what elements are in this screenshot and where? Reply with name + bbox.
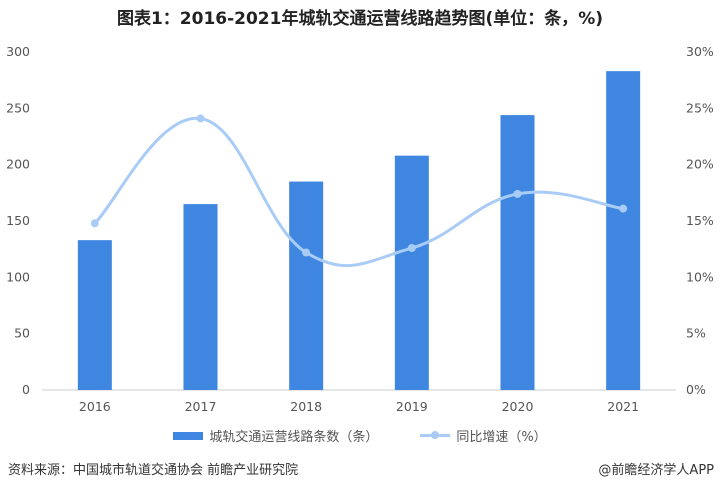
x-axis-tick: 2016 <box>79 399 111 414</box>
left-axis-tick: 0 <box>22 382 30 397</box>
right-axis-tick: 10% <box>686 269 714 284</box>
credit: @前瞻经济学人APP <box>598 463 714 478</box>
x-axis-tick: 2021 <box>607 399 639 414</box>
x-axis-tick: 2019 <box>396 399 428 414</box>
bar <box>289 181 324 390</box>
growth-point <box>196 114 205 123</box>
left-axis-tick: 200 <box>6 157 30 172</box>
growth-point <box>302 248 311 257</box>
bar <box>183 204 218 390</box>
legend-label-line: 同比增速（%） <box>456 430 547 445</box>
growth-line <box>93 116 624 267</box>
legend: 城轨交通运营线路条数（条） 同比增速（%） <box>0 426 720 445</box>
x-axis-tick: 2020 <box>502 399 534 414</box>
chart-title: 图表1：2016-2021年城轨交通运营线路趋势图(单位：条，%) <box>116 9 604 29</box>
growth-point <box>407 244 416 253</box>
legend-swatch-line <box>420 431 451 439</box>
bar <box>500 115 535 391</box>
left-axis-tick: 250 <box>6 100 30 115</box>
chart-area: 0 50 100 150 200 250 300 0% 5% 10% 15% 20% 25% 30% 201… <box>6 44 714 414</box>
legend-item-bar[interactable]: 城轨交通运营线路条数（条） <box>173 426 378 445</box>
left-axis-tick: 100 <box>6 269 30 284</box>
growth-point <box>619 204 628 213</box>
left-axis-tick: 50 <box>14 326 30 341</box>
bar <box>394 155 429 390</box>
right-axis-tick: 0% <box>686 382 706 397</box>
right-axis-tick: 20% <box>686 157 714 172</box>
legend-label-bar: 城轨交通运营线路条数（条） <box>209 430 379 445</box>
x-axis-tick: 2017 <box>185 399 217 414</box>
source-note: 资料来源：中国城市轨道交通协会 前瞻产业研究院 <box>8 463 299 478</box>
left-axis-tick: 150 <box>6 213 30 228</box>
x-axis-tick: 2018 <box>290 399 322 414</box>
right-axis-tick: 30% <box>686 44 714 59</box>
bar <box>606 71 641 391</box>
growth-point <box>513 189 522 198</box>
legend-item-line[interactable]: 同比增速（%） <box>420 426 547 445</box>
right-axis-tick: 15% <box>686 213 714 228</box>
right-axis-tick: 25% <box>686 100 714 115</box>
right-axis-tick: 5% <box>686 326 706 341</box>
legend-swatch-bar <box>173 431 204 440</box>
bar <box>77 240 112 390</box>
growth-point <box>90 219 99 228</box>
left-axis-tick: 300 <box>6 44 30 59</box>
